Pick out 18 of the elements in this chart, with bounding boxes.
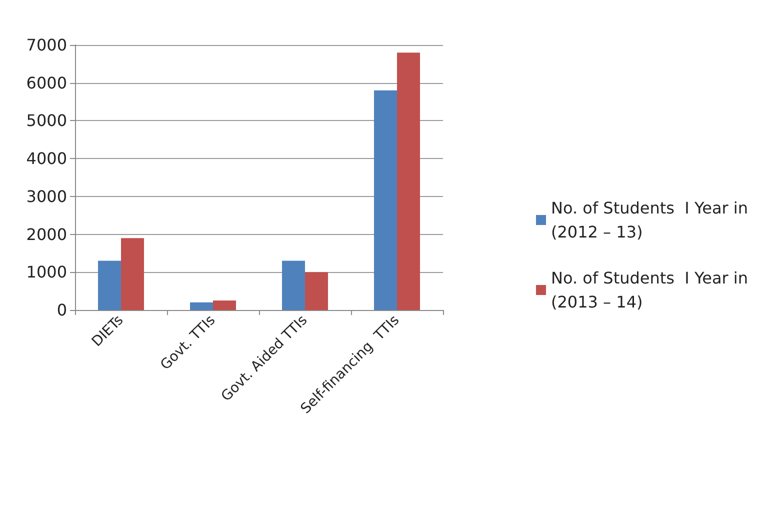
y-tick-label: 2000	[26, 224, 67, 244]
y-tick-label: 0	[56, 300, 67, 320]
bar	[397, 52, 420, 310]
bar	[98, 260, 121, 310]
y-tick-label: 1000	[26, 262, 67, 282]
bar	[213, 300, 236, 310]
y-tick-label: 4000	[26, 149, 67, 168]
bar	[121, 238, 144, 310]
bar	[305, 272, 328, 310]
legend-label: No. of Students I Year in (2013 – 14)	[551, 268, 748, 312]
bar	[374, 90, 397, 310]
legend-label: No. of Students I Year in (2012 – 13)	[551, 198, 748, 242]
y-tick-label: 7000	[26, 36, 67, 54]
y-tick-label: 5000	[26, 111, 67, 130]
y-tick-label: 3000	[26, 186, 67, 206]
bar	[282, 260, 305, 310]
bar	[190, 302, 213, 310]
y-tick-label: 6000	[26, 73, 67, 92]
